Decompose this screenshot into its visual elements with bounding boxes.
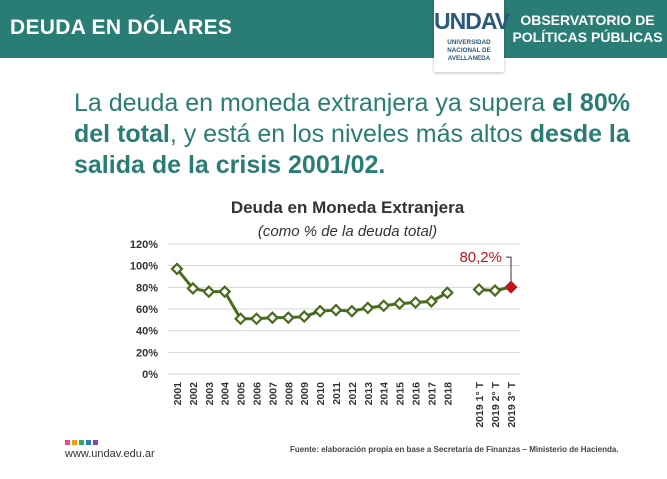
y-tick-label: 40%	[136, 326, 158, 338]
highlight-point	[504, 280, 518, 294]
logo-line-1: UNIVERSIDAD	[447, 39, 491, 46]
x-tick-label: 2004	[220, 382, 232, 406]
x-tick-label: 2014	[379, 382, 391, 406]
data-point	[488, 284, 502, 298]
chart-title: Deuda en Moneda Extranjera	[230, 198, 465, 217]
x-tick-label: 2007	[267, 382, 279, 406]
brand-dot	[79, 440, 84, 445]
x-tick-label: 2009	[299, 382, 311, 406]
x-tick-label: 2003	[204, 382, 216, 406]
website-link[interactable]: www.undav.edu.ar	[65, 448, 155, 460]
data-point	[440, 286, 454, 300]
logo-mark: UNDAV	[434, 8, 510, 34]
x-tick-label: 2013	[363, 382, 375, 406]
x-tick-label: 2018	[442, 382, 454, 406]
x-tick-label: 2012	[347, 382, 359, 406]
y-tick-label: 60%	[136, 304, 158, 316]
x-tick-label: 2016	[411, 382, 423, 406]
x-tick-label: 2019 1° T	[474, 381, 486, 427]
y-tick-label: 0%	[142, 369, 158, 381]
x-tick-label: 2015	[395, 382, 407, 406]
x-tick-label: 2017	[426, 382, 438, 406]
brand-dot	[65, 440, 70, 445]
observatorio-title: OBSERVATORIO DE POLÍTICAS PÚBLICAS	[512, 12, 663, 45]
headline-part-1: La deuda en moneda extranjera ya supera	[74, 89, 553, 117]
data-point	[472, 282, 486, 297]
x-tick-label: 2001	[172, 382, 184, 406]
data-point	[186, 281, 200, 295]
headline-bold-1: el 80% del total	[74, 89, 630, 148]
data-point	[218, 285, 232, 299]
chart-subtitle: (como % de la deuda total)	[257, 223, 438, 240]
x-tick-label: 2008	[283, 382, 295, 406]
undav-logo: UNDAV UNIVERSIDAD NACIONAL DE AVELLANEDA	[434, 0, 510, 72]
data-point	[265, 311, 279, 325]
headline: La deuda en moneda extranjera ya supera …	[74, 88, 634, 181]
data-point	[202, 285, 216, 299]
y-tick-label: 80%	[136, 282, 158, 294]
data-point	[281, 311, 295, 325]
data-point	[424, 294, 438, 308]
brand-dot	[86, 440, 91, 445]
data-point	[234, 312, 248, 326]
headline-bold-2: desde la salida de la crisis 2001/02.	[74, 120, 630, 179]
data-point	[345, 304, 359, 318]
x-tick-label: 2019 2° T	[490, 381, 502, 427]
source-note: Fuente: elaboración propia en base a Sec…	[290, 445, 619, 454]
data-point	[329, 303, 343, 317]
y-tick-label: 100%	[130, 261, 158, 273]
logo-line-3: AVELLANEDA	[447, 55, 491, 62]
y-tick-label: 20%	[136, 347, 158, 359]
x-tick-label: 2002	[188, 382, 200, 406]
data-point	[361, 301, 375, 315]
data-point	[297, 310, 311, 324]
brand-dot	[93, 440, 98, 445]
x-tick-label: 2006	[252, 382, 264, 406]
logo-line-2: NACIONAL DE	[447, 47, 491, 54]
y-tick-label: 120%	[130, 239, 158, 251]
data-point	[408, 295, 423, 310]
data-point	[377, 299, 391, 313]
brand-dot	[72, 440, 77, 445]
data-point	[249, 312, 264, 326]
data-point	[313, 304, 327, 318]
headline-part-2: , y está en los niveles más altos	[169, 120, 530, 148]
series-line	[175, 267, 449, 321]
x-tick-label: 2005	[236, 382, 248, 406]
annotation-leader	[506, 256, 512, 282]
highlight-value-label: 80,2%	[459, 249, 502, 266]
x-tick-label: 2019 3° T	[506, 381, 518, 427]
data-point	[393, 297, 407, 311]
header-bar: DEUDA EN DÓLARES UNDAV UNIVERSIDAD NACIO…	[0, 0, 667, 72]
brand-dots	[65, 440, 105, 446]
x-tick-label: 2010	[315, 382, 327, 406]
header-title: DEUDA EN DÓLARES	[10, 16, 233, 39]
debt-line-chart: 0% 20% 40% 60% 80% 100% 120% 80,2% 2001 2002 2003 2…	[130, 239, 520, 428]
x-tick-label: 2011	[331, 382, 343, 405]
data-point	[170, 262, 184, 276]
